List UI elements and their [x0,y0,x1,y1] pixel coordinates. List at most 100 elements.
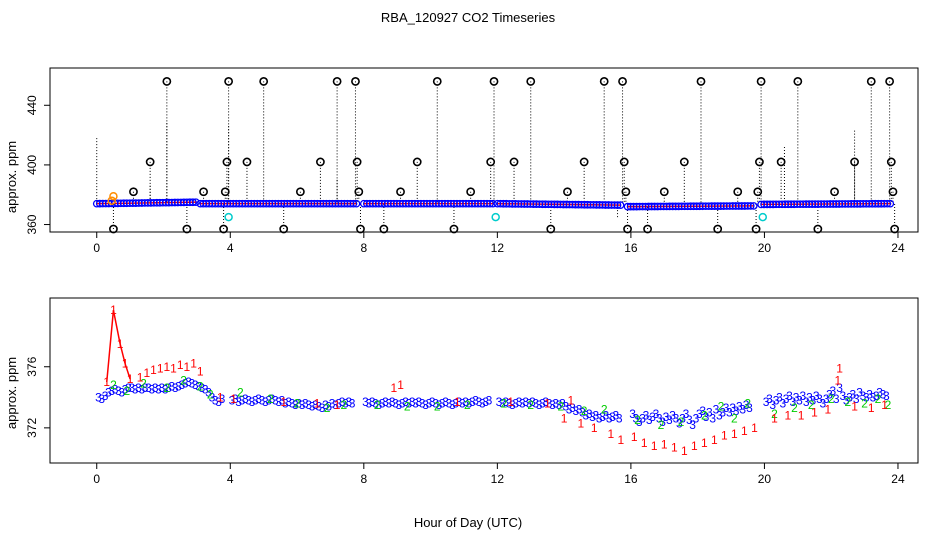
bottom-x-tick-label: 20 [758,472,772,486]
bottom-series-1-point: 1 [110,303,117,317]
bottom-series-2-point: 2 [771,407,778,421]
figure-title: RBA_120927 CO2 Timeseries [381,10,556,25]
bottom-series-3-point: 3 [676,416,683,430]
bottom-series-3-point: 3 [666,413,673,427]
bottom-series-3-point: 3 [432,396,439,410]
bottom-series-1-point: 1 [567,393,574,407]
bottom-series-3-point: 3 [830,384,837,398]
bottom-x-tick-label: 12 [491,472,505,486]
bottom-series-1-point: 1 [784,409,791,423]
bottom-series-3-point: 3 [229,393,236,407]
top-outlier-point [679,157,689,167]
bottom-series-3-point: 3 [806,390,813,404]
bottom-series-3-point: 3 [416,395,423,409]
bottom-series-3-point: 3 [255,392,262,406]
bottom-x-tick-label: 0 [93,472,100,486]
bottom-series-3-point: 3 [299,398,306,412]
bottom-series-3-point: 3 [636,415,643,429]
bottom-series-3-point: 3 [566,403,573,417]
bottom-series-1-point: 1 [681,444,688,458]
bottom-series-2-point: 2 [791,401,798,415]
bottom-series-3-point: 3 [863,390,870,404]
bottom-series-3-point: 3 [643,409,650,423]
top-outlier-point [753,187,763,197]
bottom-series-3-point: 3 [332,398,339,412]
top-x-tick-label: 12 [491,241,505,255]
bottom-series-1-point: 1 [197,364,204,378]
bottom-series-3-point: 3 [512,396,519,410]
bottom-series-1-point: 1 [544,396,551,410]
bottom-series-3-point: 3 [396,398,403,412]
top-outlier-point [793,77,803,86]
bottom-series-3-point: 3 [876,386,883,400]
bottom-series-3-point: 3 [135,381,142,395]
top-outlier-point [619,157,629,167]
bottom-x-tick-label: 24 [891,472,905,486]
bottom-series-3-point: 3 [639,412,646,426]
bottom-series-1-point: 1 [507,395,514,409]
bottom-series-2-point: 2 [634,413,641,427]
bottom-series-3-point: 3 [820,396,827,410]
bottom-series-2-point: 2 [658,418,665,432]
bottom-series-3-point: 3 [679,412,686,426]
bottom-series-2-point: 2 [197,380,204,394]
bottom-series-3-point: 3 [349,396,356,410]
top-outlier-point [813,224,823,234]
top-outlier-point [733,187,743,197]
bottom-series-1-point: 1 [651,439,658,453]
bottom-series-2-point: 2 [294,396,301,410]
bottom-series-3-point: 3 [803,395,810,409]
bottom-series-2-point: 2 [678,415,685,429]
bottom-series-2-point: 2 [527,398,534,412]
bottom-series-1-point: 1 [117,337,124,351]
bottom-series-3-point: 3 [779,396,786,410]
bottom-series-3-point: 3 [516,395,523,409]
top-outlier-point [432,77,442,86]
top-cyan-point [758,212,768,222]
bottom-series-3-point: 3 [446,396,453,410]
bottom-series-3-point: 3 [392,396,399,410]
bottom-series-3-point: 3 [840,389,847,403]
bottom-series-3-point: 3 [362,395,369,409]
top-baseline-point [613,201,622,209]
bottom-series-2-point: 2 [557,399,564,413]
bottom-series-3-point: 3 [439,396,446,410]
bottom-series-3-point: 3 [786,389,793,403]
bottom-series-1-point: 1 [711,433,718,447]
bottom-series-2-point: 2 [374,398,381,412]
bottom-series-1-point: 1 [217,390,224,404]
top-outlier-point [109,224,118,234]
bottom-series-1-point: 1 [334,398,341,412]
bottom-series-2-point: 2 [237,386,244,400]
bottom-series-3-point: 3 [850,387,857,401]
bottom-x-tick-label: 16 [624,472,638,486]
bottom-series-1-point: 1 [137,370,144,384]
bottom-series-3-point: 3 [542,395,549,409]
top-baseline-point [616,201,625,210]
bottom-series-2-point: 2 [434,399,441,413]
bottom-series-1-line [106,310,115,383]
bottom-series-1-point: 1 [122,357,129,371]
bottom-series-3-point: 3 [182,377,189,391]
bottom-series-3-point: 3 [776,390,783,404]
bottom-series-3-point: 3 [315,399,322,413]
top-baseline-point [746,202,755,210]
bottom-series-2-point: 2 [110,378,117,392]
top-panel: approx. ppm 0 4 8 12 16 20 24 360 400 440 [4,67,919,255]
bottom-series-3-point: 3 [232,392,239,406]
bottom-series-3-point: 3 [442,395,449,409]
bottom-series-3-point: 3 [335,396,342,410]
bottom-series-3-point: 3 [289,396,296,410]
bottom-series-3-point: 3 [773,393,780,407]
bottom-series-3-point: 3 [219,392,226,406]
top-outlier-point [259,77,269,86]
bottom-series-2-point: 2 [324,401,331,415]
bottom-series-3-point: 3 [402,395,409,409]
bottom-series-3-point: 3 [723,401,730,415]
bottom-series-3-point: 3 [172,381,179,395]
top-outlier-point [776,157,786,167]
bottom-series-3-point: 3 [739,403,746,417]
bottom-y-tick-label: 372 [25,418,39,438]
bottom-series-3-point: 3 [506,396,513,410]
bottom-series-3-point: 3 [582,409,589,423]
